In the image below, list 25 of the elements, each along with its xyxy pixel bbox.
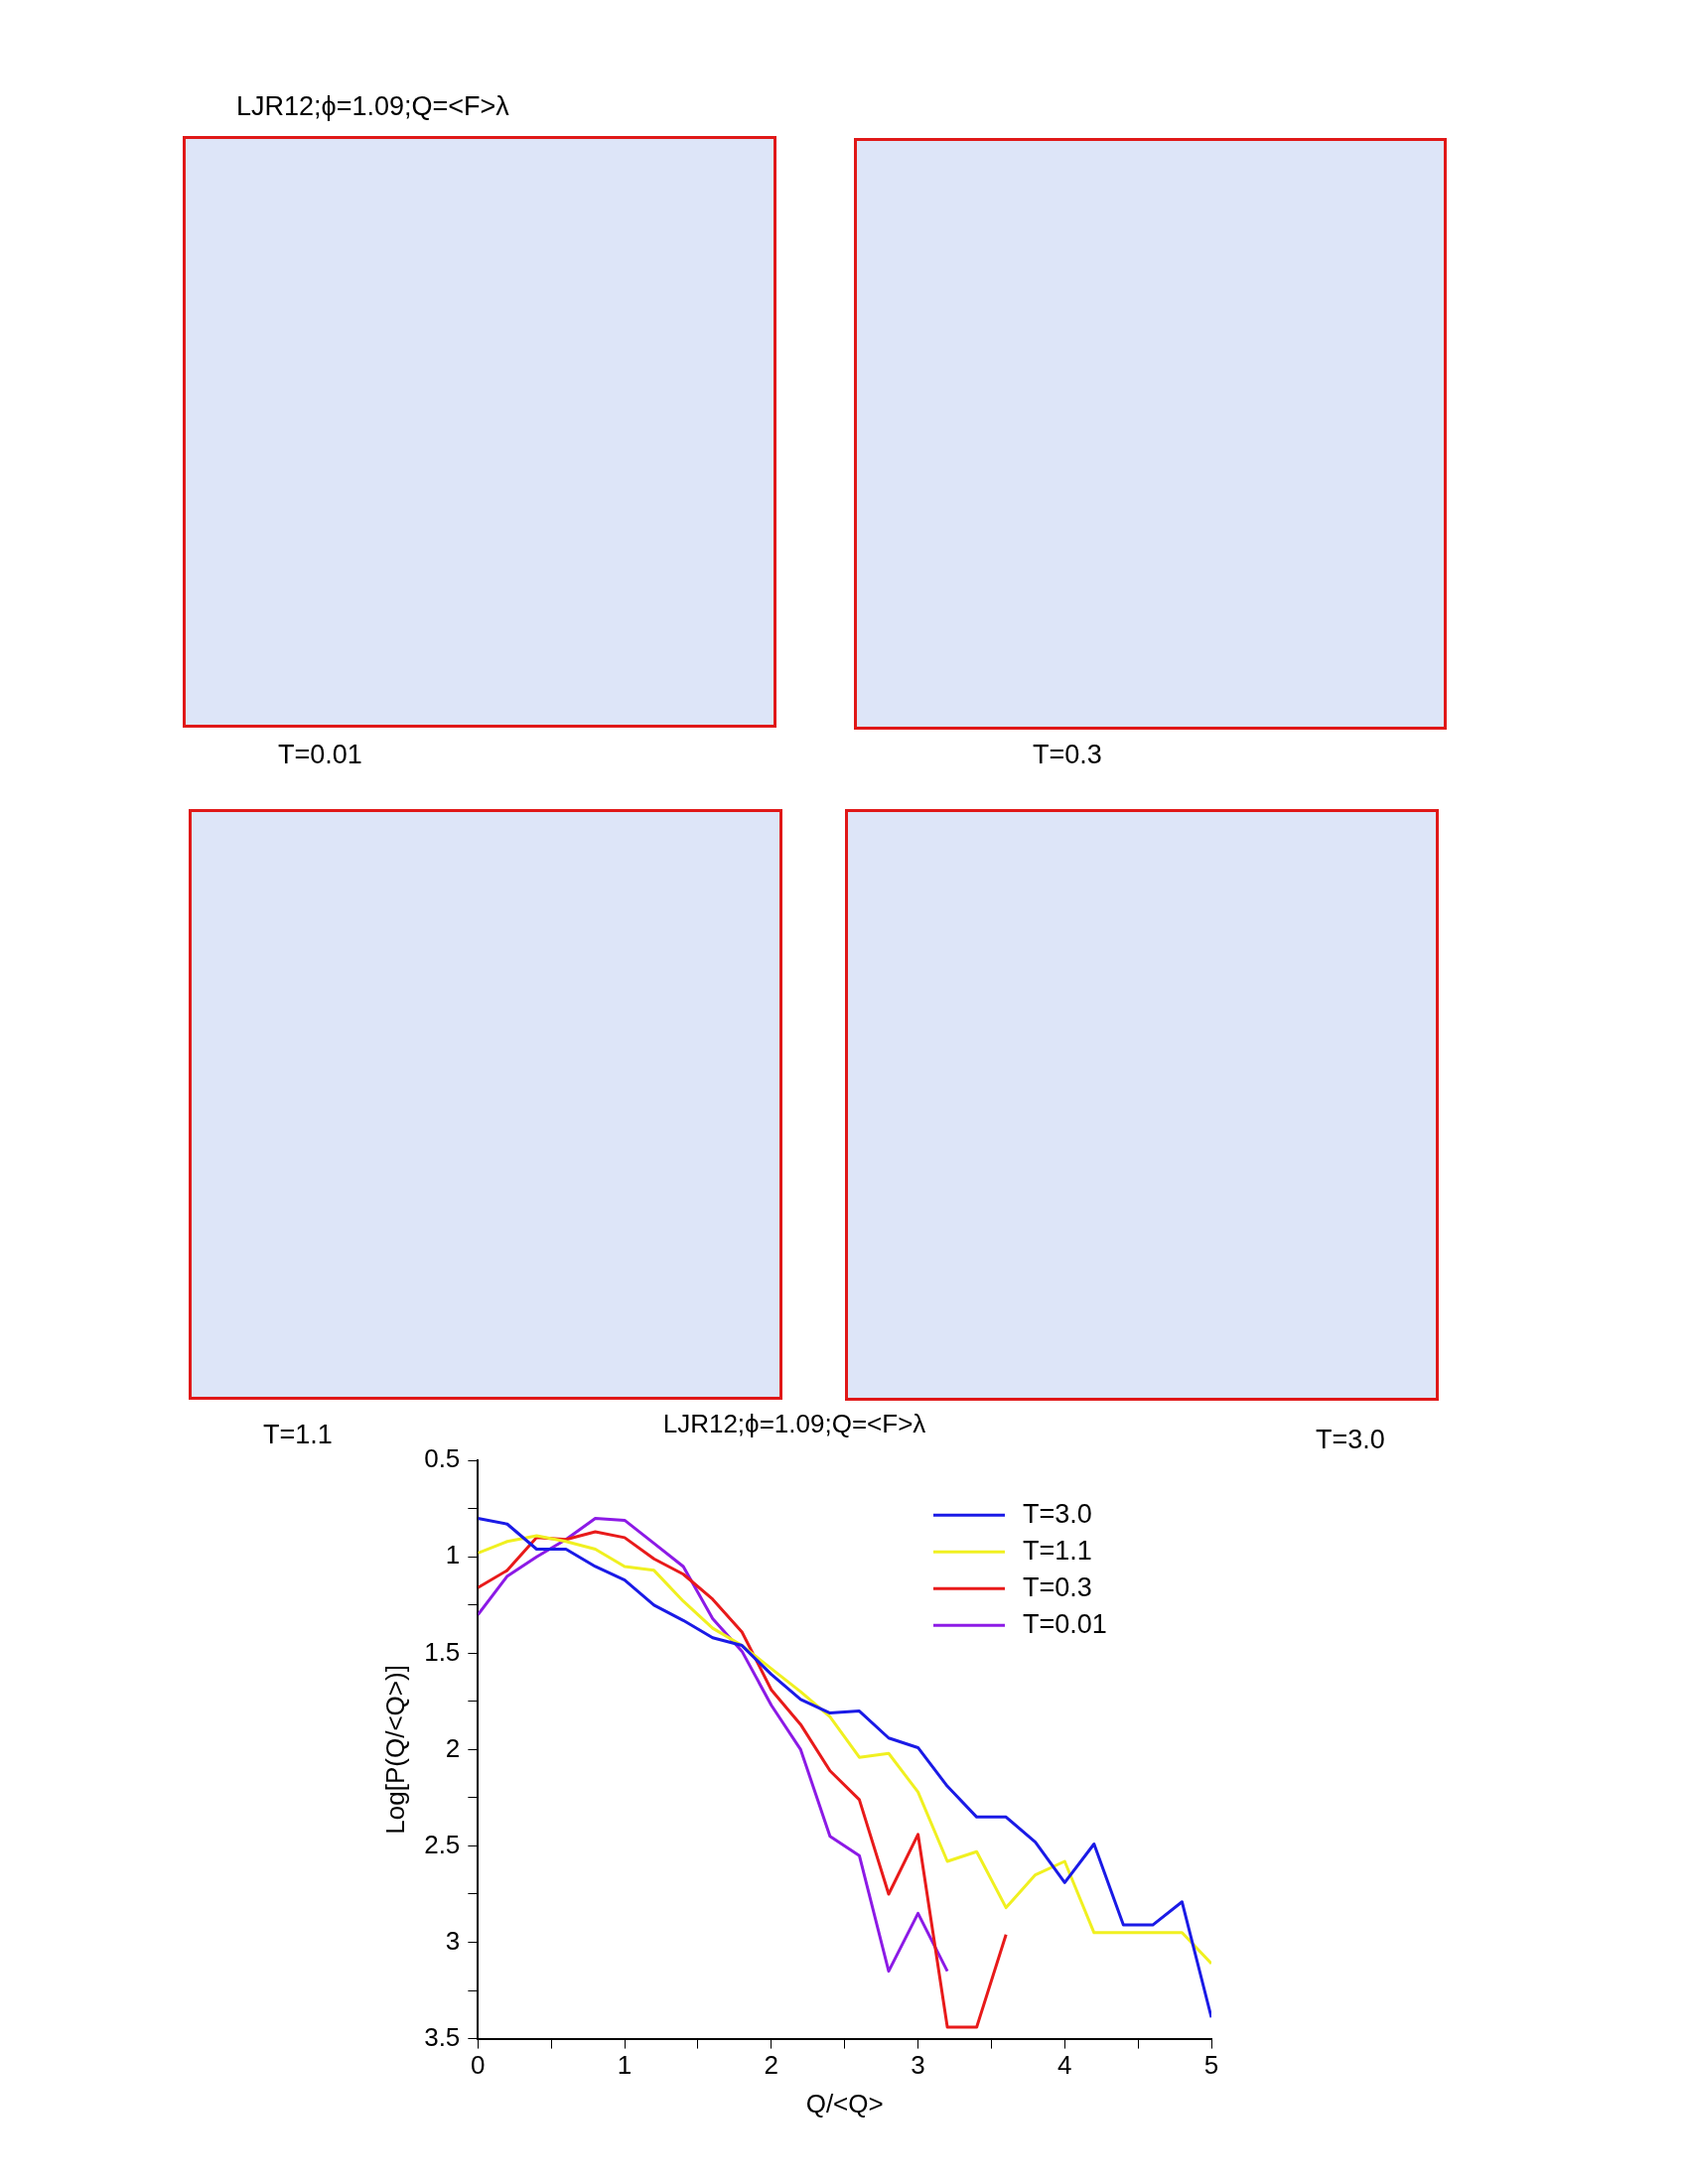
x-tick-label: 2 bbox=[764, 2050, 779, 2081]
x-axis-title: Q/<Q> bbox=[805, 2088, 884, 2118]
x-tick-label: 3 bbox=[911, 2050, 925, 2081]
legend-label: T=0.01 bbox=[1023, 1608, 1107, 1639]
text: T=1.1 bbox=[263, 1420, 333, 1450]
text: LJR12;ϕ=1.09;Q=<F>λ bbox=[236, 91, 509, 122]
y-tick-label: 0.5 bbox=[424, 1443, 461, 1474]
y-tick-label: 3.5 bbox=[424, 2021, 461, 2052]
legend-label: T=3.0 bbox=[1023, 1498, 1092, 1529]
y-tick-label: 2.5 bbox=[424, 1829, 461, 1859]
x-tick-label: 1 bbox=[617, 2050, 633, 2081]
y-tick-label: 3 bbox=[445, 1925, 461, 1956]
y-tick-label: 2 bbox=[445, 1732, 461, 1763]
y-tick-label: 1 bbox=[445, 1540, 461, 1570]
y-tick-label: 1.5 bbox=[424, 1636, 461, 1667]
legend-label: T=1.1 bbox=[1023, 1535, 1092, 1566]
text: T=0.3 bbox=[1033, 740, 1102, 770]
text: T=3.0 bbox=[1316, 1425, 1385, 1455]
text: T=0.01 bbox=[278, 740, 362, 770]
legend-label: T=0.3 bbox=[1023, 1571, 1092, 1602]
x-tick-label: 0 bbox=[471, 2050, 486, 2081]
x-tick-label: 5 bbox=[1203, 2050, 1219, 2081]
x-tick-label: 4 bbox=[1057, 2050, 1072, 2081]
y-axis-title: Log[P(Q/<Q>)] bbox=[379, 1665, 410, 1835]
chart-title: LJR12;ϕ=1.09;Q=<F>λ bbox=[662, 1408, 926, 1438]
